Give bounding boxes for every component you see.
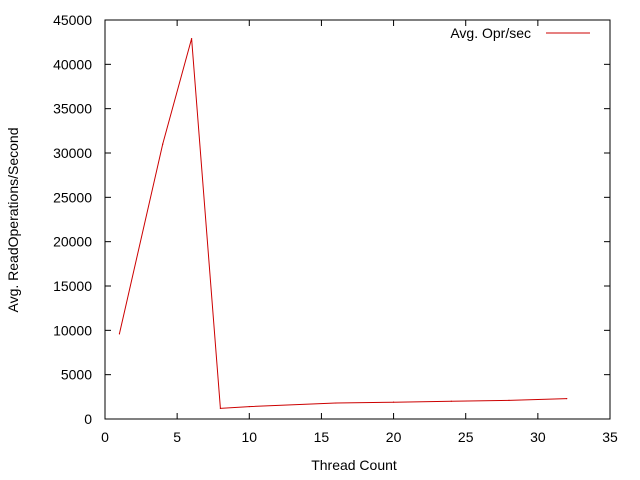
data-point	[335, 402, 337, 404]
data-point	[566, 398, 568, 400]
y-tick-label: 30000	[53, 145, 92, 161]
x-tick-label: 25	[458, 429, 474, 445]
y-tick-label: 35000	[53, 101, 92, 117]
y-tick-label: 15000	[53, 278, 92, 294]
legend: Avg. Opr/sec	[450, 25, 590, 41]
data-point	[118, 333, 121, 335]
data-point	[219, 407, 222, 409]
y-tick-label: 5000	[61, 367, 92, 383]
y-tick-label: 25000	[53, 189, 92, 205]
y-tick-label: 45000	[53, 12, 92, 28]
x-tick-label: 20	[386, 429, 402, 445]
data-point	[392, 401, 395, 403]
y-tick-label: 0	[84, 411, 92, 427]
axis-tick-labels: 0 5 10 15 20 25 30 35 0 5000 10000 15000 20000 25000 3…	[53, 12, 618, 445]
x-tick-label: 10	[241, 429, 257, 445]
y-axis-label: Avg. ReadOperations/Second	[5, 128, 21, 313]
x-tick-label: 0	[101, 429, 109, 445]
series-line	[118, 38, 567, 409]
axis-ticks	[104, 19, 611, 420]
x-tick-label: 35	[602, 429, 618, 445]
series-layer	[118, 38, 568, 409]
y-tick-label: 20000	[53, 234, 92, 250]
y-tick-label: 40000	[53, 56, 92, 72]
legend-label: Avg. Opr/sec	[450, 25, 531, 41]
data-point	[508, 399, 510, 401]
data-point	[450, 400, 452, 402]
x-tick-label: 15	[314, 429, 330, 445]
data-point	[248, 405, 250, 408]
plot-frame	[104, 19, 611, 420]
data-point	[162, 143, 164, 145]
x-axis-label: Thread Count	[311, 457, 397, 473]
y-tick-label: 10000	[53, 322, 92, 338]
data-point	[190, 38, 193, 40]
x-tick-label: 5	[173, 429, 181, 445]
x-tick-label: 30	[530, 429, 546, 445]
